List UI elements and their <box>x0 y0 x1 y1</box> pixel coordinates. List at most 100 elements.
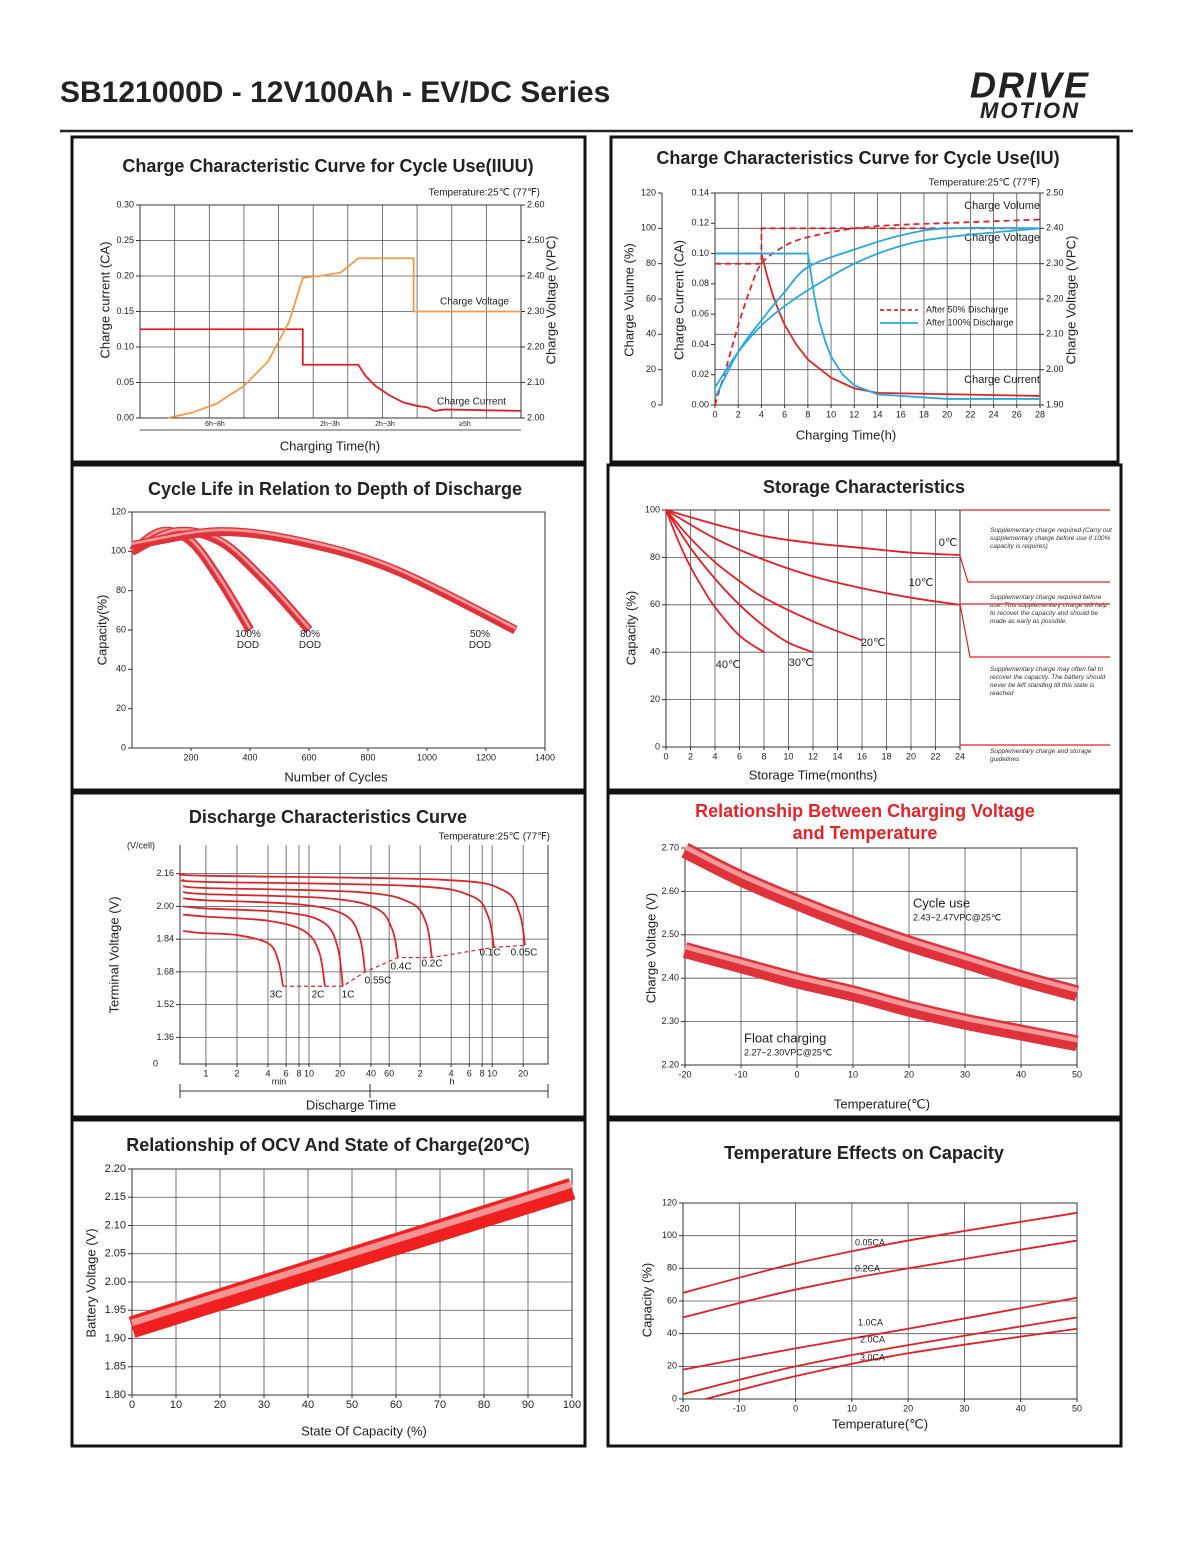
annotation: h <box>449 1076 454 1086</box>
y-tick-label: 100 <box>662 1230 677 1240</box>
y2-axis-label: Charge Voltage (VPC) <box>1063 236 1078 365</box>
note: Supplementary charge may often fail to r… <box>990 666 1106 697</box>
series-line <box>167 257 521 419</box>
series-label: 50% DOD <box>469 629 491 651</box>
x-tick-label: 8 <box>480 1068 485 1078</box>
series-label: 1.0CA <box>858 1317 883 1327</box>
plot-frame <box>179 845 549 1065</box>
x-axis-label: Charging Time(h) <box>280 438 380 453</box>
x-tick-label: 200 <box>183 752 198 762</box>
y-tick-label: 0.08 <box>691 278 709 288</box>
x-tick-label: 6 <box>467 1068 472 1078</box>
series-line <box>182 891 399 958</box>
series-line <box>705 1327 1078 1400</box>
x-tick-label: 12 <box>808 751 818 761</box>
x-tick-label: -20 <box>676 1403 689 1413</box>
series-label: 0.05C <box>511 948 538 959</box>
x-tick-label: 70 <box>434 1399 446 1411</box>
series-line <box>714 226 1041 399</box>
series-label: 2.0CA <box>860 1334 885 1344</box>
chart-subtitle: Temperature:25℃ (77℉) <box>929 178 1040 189</box>
x-tick-label: 10 <box>848 1069 858 1079</box>
x-axis-label: Number of Cycles <box>284 769 388 784</box>
band <box>681 843 1080 1002</box>
x-tick-label: 14 <box>832 751 842 761</box>
x-axis-label: Temperature(℃) <box>832 1416 928 1431</box>
y-tick-label: 40 <box>650 647 660 657</box>
y-tick-label: 1.84 <box>156 934 174 944</box>
x-tick-label: 16 <box>896 409 906 419</box>
x-axis-label: Temperature(℃) <box>834 1096 930 1111</box>
y-tick-label: 100 <box>641 223 656 233</box>
x-tick-label: 1 <box>203 1068 208 1078</box>
series-label: 0.55C <box>365 976 392 987</box>
y-tick-label: 80 <box>667 1263 677 1273</box>
x-tick-label: 0 <box>794 1069 799 1079</box>
y2-axis-label: Charge Voltage (VPC) <box>543 236 558 365</box>
y-tick-label: 0.06 <box>691 309 709 319</box>
series-label: 3C <box>270 990 283 1001</box>
y-tick-label: 80 <box>116 585 126 595</box>
x-tick-label: 90 <box>522 1399 534 1411</box>
y-tick-label: 60 <box>650 599 660 609</box>
x-tick-label: 10 <box>170 1399 182 1411</box>
series-line <box>182 897 366 973</box>
series-line <box>665 509 765 653</box>
y-tick-label: 2.00 <box>527 412 545 422</box>
y-tick-label: 0.02 <box>691 369 709 379</box>
band <box>131 527 518 635</box>
x-tick-label: 40 <box>1016 1403 1026 1413</box>
x-tick-label: 18 <box>919 409 929 419</box>
annotation: 0 <box>153 1058 158 1068</box>
x-tick-label: 80 <box>478 1399 490 1411</box>
annotation: 2.27~2.30VPC@25℃ <box>744 1047 832 1057</box>
chart-title: Relationship of OCV And State of Charge(… <box>126 1135 530 1155</box>
series-label: 2C <box>312 990 325 1001</box>
note: Supplementary charge required before use… <box>990 594 1107 625</box>
x-tick-label: 6 <box>782 409 787 419</box>
x-tick-label: -10 <box>733 1403 746 1413</box>
y-tick-label: 60 <box>116 624 126 634</box>
y-tick-label: 120 <box>641 187 656 197</box>
series-line <box>682 1316 1078 1395</box>
panel <box>70 791 587 1119</box>
y-tick-label: 20 <box>650 694 660 704</box>
y-tick-label: 0 <box>672 1393 677 1403</box>
y-tick-label: 0.00 <box>691 399 709 409</box>
band <box>682 942 1079 1052</box>
x-tick-label: 20 <box>942 409 952 419</box>
y-tick-label: 60 <box>646 293 656 303</box>
y-tick-label: 2.10 <box>527 377 545 387</box>
y3-axis-label: Charge Current (CA) <box>671 240 686 360</box>
x-tick-label: 60 <box>384 1068 394 1078</box>
y-axis-label: Capacity (%) <box>639 1263 654 1337</box>
x-tick-label: -20 <box>678 1069 691 1079</box>
x-tick-label: 400 <box>242 752 257 762</box>
y-tick-label: 0 <box>651 399 656 409</box>
y-tick-label: 0.04 <box>691 339 709 349</box>
y-tick-label: 2.40 <box>661 973 679 983</box>
x-tick-label: 12 <box>849 409 859 419</box>
x-tick-label: 4 <box>759 409 764 419</box>
y-tick-label: 2.10 <box>105 1219 126 1231</box>
y-tick-label: 2.60 <box>527 199 545 209</box>
y-tick-label: 0.20 <box>116 270 134 280</box>
y-tick-label: 1.80 <box>105 1389 126 1401</box>
x-tick-label: 8 <box>296 1068 301 1078</box>
x-tick-label: 1200 <box>476 752 496 762</box>
x-tick-label: 40 <box>1016 1069 1026 1079</box>
y-tick-label: 120 <box>662 1197 677 1207</box>
x-tick-label: 50 <box>1072 1069 1082 1079</box>
x-tick-label: 18 <box>881 751 891 761</box>
y-tick-label: 1.95 <box>105 1304 126 1316</box>
x-tick-label: 6 <box>737 751 742 761</box>
y-tick-label: 2.70 <box>661 842 679 852</box>
x-tick-label: 16 <box>857 751 867 761</box>
y-tick-label: 1.52 <box>156 999 174 1009</box>
series-label: 1C <box>342 990 355 1001</box>
x-axis-label: Charging Time(h) <box>796 427 896 442</box>
annotation: min <box>272 1076 287 1086</box>
x-tick-label: 30 <box>959 1403 969 1413</box>
y-axis-label: Terminal Voltage (V) <box>106 896 121 1013</box>
